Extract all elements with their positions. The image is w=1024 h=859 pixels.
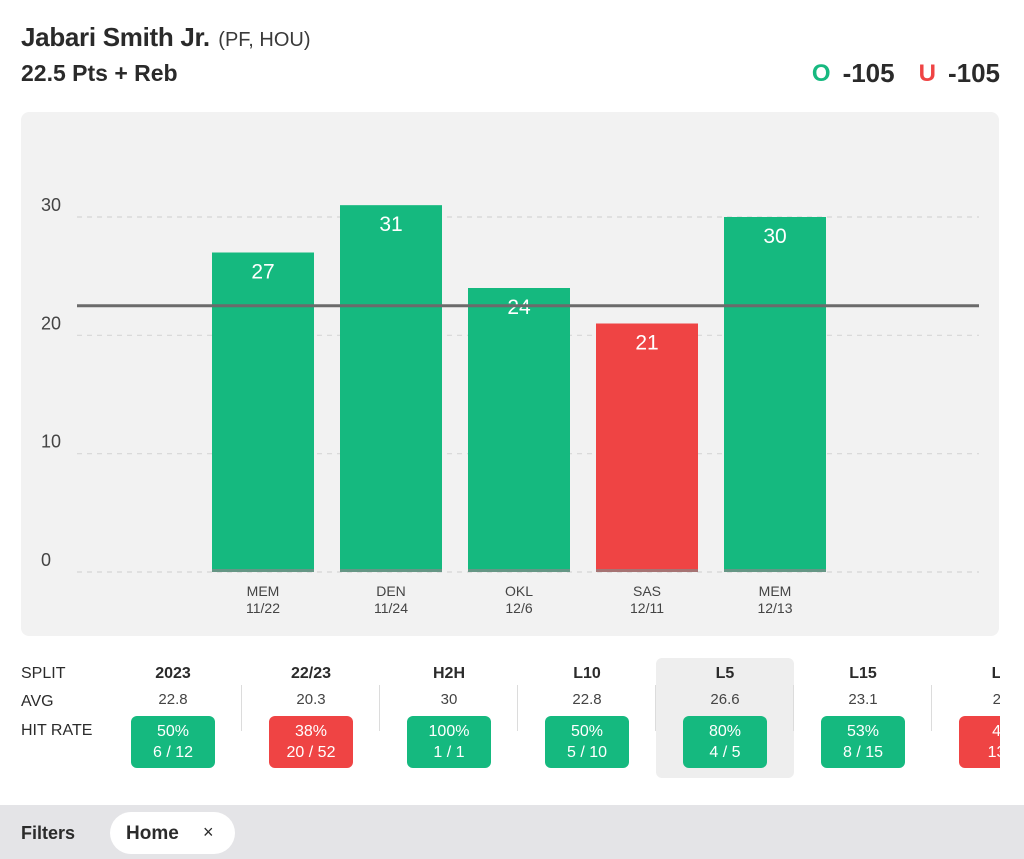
bar-value-label: 27: [251, 261, 274, 284]
bar: [724, 217, 826, 572]
hit-rate-record: 1 / 1: [433, 744, 465, 761]
hit-rate-badge: 53% 8 / 15: [821, 716, 905, 768]
bar-value-label: 30: [763, 225, 786, 248]
hit-rate-percent: 43: [992, 723, 1000, 740]
bar-value-label: 21: [635, 332, 658, 355]
hit-rate-percent: 80%: [708, 723, 742, 740]
player-name: Jabari Smith Jr.: [21, 22, 210, 52]
hit-rate-percent: 50%: [570, 723, 604, 740]
split-column[interactable]: 2023 22.8 50% 6 / 12: [104, 658, 242, 778]
x-tick-date: 12/6: [505, 600, 532, 616]
prop-header: Jabari Smith Jr. (PF, HOU) 22.5 Pts + Re…: [21, 20, 1000, 90]
under-odds[interactable]: -105: [947, 58, 1000, 88]
bar: [340, 205, 442, 572]
avg-row-label: AVG: [21, 693, 54, 710]
split-column[interactable]: L5 26.6 80% 4 / 5: [656, 658, 794, 778]
over-odds[interactable]: -105: [842, 58, 895, 88]
hit-rate-badge: 43 13 /: [959, 716, 1000, 768]
split-column[interactable]: H2H 30 100% 1 / 1: [380, 658, 518, 778]
hit-rate-record: 13 /: [987, 744, 1000, 761]
close-icon[interactable]: ×: [203, 822, 214, 842]
under-tag[interactable]: U: [918, 59, 936, 87]
split-column[interactable]: L15 23.1 53% 8 / 15: [794, 658, 932, 778]
split-label: 2023: [155, 665, 191, 682]
x-tick-date: 12/13: [757, 600, 792, 616]
hit-rate-record: 20 / 52: [286, 744, 336, 761]
filters-label: Filters: [21, 823, 76, 843]
player-line: Jabari Smith Jr. (PF, HOU): [21, 22, 311, 53]
filter-chip-home[interactable]: Home ×: [110, 812, 235, 854]
x-tick-opponent: DEN: [376, 583, 406, 599]
split-label: L3: [991, 665, 1000, 682]
filter-chip-label: Home: [126, 823, 179, 844]
column-divider: [655, 685, 656, 731]
split-avg: 21: [992, 691, 1000, 708]
split-avg: 30: [440, 691, 458, 708]
hit-rate-badge: 100% 1 / 1: [407, 716, 491, 768]
game-log-chart: 0 10 20 30 27 MEM 11/22 31 DEN 11/24 24 OKL 12/6 21 SA…: [21, 112, 999, 636]
x-tick-opponent: MEM: [247, 583, 280, 599]
y-tick-label: 10: [41, 432, 61, 452]
x-tick-date: 12/11: [630, 600, 664, 616]
hit-rate-percent: 53%: [846, 723, 880, 740]
bar-baseline: [724, 569, 826, 572]
bar: [468, 288, 570, 572]
hit-rate-percent: 50%: [156, 723, 190, 740]
hit-rate-record: 6 / 12: [152, 744, 194, 761]
column-divider: [931, 685, 932, 731]
bar: [212, 252, 314, 572]
odds-group: O -105 U -105: [812, 58, 1000, 89]
x-tick-date: 11/22: [246, 600, 280, 616]
hit-rate-badge: 38% 20 / 52: [269, 716, 353, 768]
x-tick-opponent: SAS: [633, 583, 661, 599]
prop-line: 22.5 Pts + Reb: [21, 60, 178, 86]
y-tick-label: 20: [41, 313, 61, 333]
hit-rate-percent: 100%: [428, 723, 470, 740]
split-avg: 23.1: [848, 691, 878, 708]
column-divider: [793, 685, 794, 731]
split-column[interactable]: L10 22.8 50% 5 / 10: [518, 658, 656, 778]
split-label: L15: [849, 665, 877, 682]
x-tick-date: 11/24: [374, 600, 408, 616]
hit-rate-percent: 38%: [294, 723, 328, 740]
hit-rate-badge: 50% 6 / 12: [131, 716, 215, 768]
x-tick-opponent: MEM: [759, 583, 792, 599]
column-divider: [379, 685, 380, 731]
split-label: 22/23: [290, 665, 332, 682]
y-tick-label: 30: [41, 195, 61, 215]
player-position-team: (PF, HOU): [218, 29, 311, 51]
split-avg: 22.8: [158, 691, 188, 708]
hit-rate-record: 8 / 15: [842, 744, 884, 761]
split-column[interactable]: L3 21 43 13 /: [932, 658, 1000, 778]
hit-rate-badge: 50% 5 / 10: [545, 716, 629, 768]
hit-rate-record: 4 / 5: [709, 744, 741, 761]
column-divider: [517, 685, 518, 731]
x-tick-opponent: OKL: [505, 583, 533, 599]
filters-bar: Filters Home ×: [0, 805, 1024, 859]
bar-baseline: [468, 569, 570, 572]
hit-rate-badge: 80% 4 / 5: [683, 716, 767, 768]
bar-baseline: [212, 569, 314, 572]
bar-baseline: [340, 569, 442, 572]
hit-rate-record: 5 / 10: [566, 744, 608, 761]
split-label: L10: [573, 665, 601, 682]
hit-rate-row-label: HIT RATE: [21, 722, 93, 739]
split-label: H2H: [432, 665, 465, 682]
split-avg: 26.6: [710, 691, 740, 708]
bar-chart-svg: 010203027MEM11/2231DEN11/2424OKL12/621SA…: [41, 195, 979, 616]
bar-baseline: [596, 569, 698, 572]
splits-table: SPLIT AVG HIT RATE 2023 22.8 50% 6 / 12 22/2…: [0, 658, 1000, 780]
column-divider: [241, 685, 242, 731]
bar-value-label: 24: [507, 296, 531, 319]
bar: [596, 323, 698, 572]
split-label: L5: [715, 665, 735, 682]
split-avg: 22.8: [572, 691, 602, 708]
split-row-label: SPLIT: [21, 665, 66, 682]
split-avg: 20.3: [296, 691, 326, 708]
bar-value-label: 31: [379, 213, 402, 236]
split-column[interactable]: 22/23 20.3 38% 20 / 52: [242, 658, 380, 778]
y-tick-label: 0: [41, 550, 51, 570]
over-tag[interactable]: O: [811, 59, 831, 87]
